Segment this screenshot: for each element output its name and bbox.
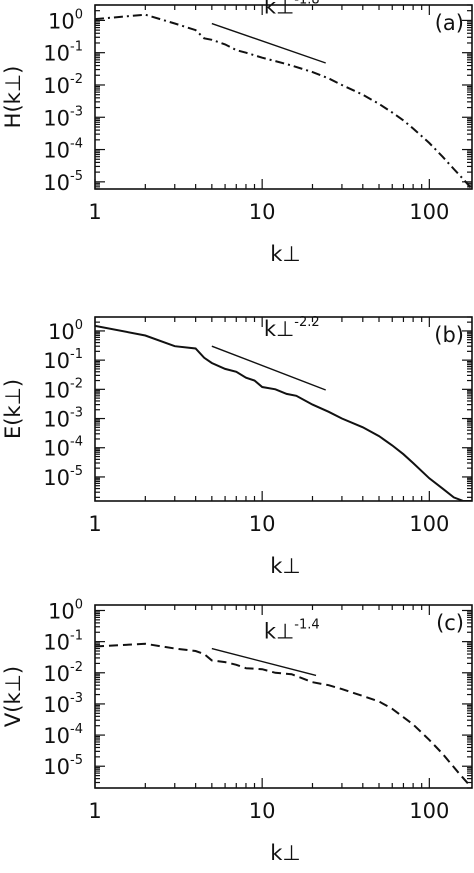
power-law-exponent: -1.8 [294, 0, 319, 8]
y-tick-label: 10-5 [43, 464, 83, 490]
panel-label: (a) [435, 11, 464, 35]
y-tick-exponent: 0 [75, 7, 83, 22]
y-tick-base: 10 [43, 139, 70, 163]
plot-frame [94, 316, 473, 502]
power-law-base: k⊥ [264, 0, 294, 19]
panel-label: (c) [436, 611, 464, 635]
panel-label: (b) [434, 323, 464, 347]
y-axis-label: V(k⊥) [1, 666, 25, 727]
y-tick-base: 10 [43, 466, 70, 490]
spectrum-curve [95, 642, 472, 788]
y-tick-exponent: -1 [70, 629, 83, 644]
power-law-reference-line [211, 345, 326, 391]
panel-b: 1 10 10010010-110-210-310-410-5k⊥E(k⊥)(b)k… [1, 315, 473, 578]
y-tick-exponent: -1 [70, 40, 83, 55]
spectrum-curve [95, 13, 472, 189]
y-tick-label: 100 [48, 7, 83, 33]
power-law-reference-line [211, 647, 317, 677]
x-tick-label: 10 [249, 512, 276, 536]
y-tick-label: 10-2 [43, 376, 83, 402]
y-tick-base: 10 [48, 320, 75, 344]
y-tick-base: 10 [43, 171, 70, 195]
power-law-exponent: -2.2 [294, 315, 319, 330]
y-tick-base: 10 [43, 631, 70, 655]
y-tick-label: 10-3 [43, 406, 83, 432]
y-tick-label: 100 [48, 318, 83, 344]
y-tick-label: 10-3 [43, 104, 83, 130]
y-tick-label: 10-4 [43, 722, 83, 748]
y-tick-base: 10 [43, 755, 70, 779]
y-axis-label: H(k⊥) [1, 66, 25, 129]
plot-frame [94, 604, 473, 789]
y-tick-label: 10-1 [43, 629, 83, 655]
y-tick-base: 10 [48, 9, 75, 33]
y-tick-exponent: -3 [70, 691, 83, 706]
y-tick-base: 10 [43, 106, 70, 130]
y-tick-label: 10-1 [43, 40, 83, 66]
power-law-reference-line [211, 22, 326, 64]
power-law-label: k⊥-1.8 [264, 0, 320, 19]
y-tick-label: 10-2 [43, 660, 83, 686]
y-tick-label: 100 [48, 597, 83, 623]
y-tick-base: 10 [43, 437, 70, 461]
x-tick-label: 1 [88, 200, 101, 224]
y-tick-base: 10 [43, 74, 70, 98]
y-tick-exponent: -5 [70, 464, 83, 479]
y-tick-exponent: -2 [70, 660, 83, 675]
x-tick-label: 1 [88, 799, 101, 823]
y-tick-base: 10 [43, 662, 70, 686]
y-tick-exponent: -3 [70, 406, 83, 421]
y-tick-base: 10 [43, 349, 70, 373]
y-tick-exponent: 0 [75, 318, 83, 333]
x-axis-label: k⊥ [270, 841, 300, 865]
y-tick-label: 10-4 [43, 435, 83, 461]
y-tick-exponent: -2 [70, 72, 83, 87]
y-tick-base: 10 [48, 599, 75, 623]
y-tick-exponent: -4 [70, 722, 83, 737]
x-tick-label: 100 [409, 799, 449, 823]
plot-frame [94, 4, 473, 190]
x-tick-label: 100 [409, 200, 449, 224]
x-tick-label: 100 [409, 512, 449, 536]
power-law-exponent: -1.4 [294, 618, 319, 633]
x-axis-label: k⊥ [270, 554, 300, 578]
y-tick-label: 10-5 [43, 753, 83, 779]
y-tick-exponent: -5 [70, 169, 83, 184]
y-tick-exponent: 0 [75, 597, 83, 612]
y-tick-base: 10 [43, 724, 70, 748]
x-tick-label: 10 [249, 200, 276, 224]
y-tick-label: 10-5 [43, 169, 83, 195]
y-tick-base: 10 [43, 42, 70, 66]
y-tick-base: 10 [43, 693, 70, 717]
power-law-label: k⊥-2.2 [264, 315, 320, 341]
y-tick-exponent: -3 [70, 104, 83, 119]
y-tick-label: 10-4 [43, 137, 83, 163]
y-tick-exponent: -1 [70, 347, 83, 362]
x-axis-label: k⊥ [270, 242, 300, 266]
y-tick-label: 10-3 [43, 691, 83, 717]
power-law-label: k⊥-1.4 [264, 618, 320, 644]
y-tick-exponent: -4 [70, 137, 83, 152]
power-law-base: k⊥ [264, 317, 294, 341]
x-tick-label: 10 [249, 799, 276, 823]
y-tick-base: 10 [43, 408, 70, 432]
panel-c: 1 10 10010010-110-210-310-410-5k⊥V(k⊥)(c)k… [1, 597, 473, 865]
power-law-base: k⊥ [264, 620, 294, 644]
spectrum-curve [95, 324, 472, 501]
y-tick-base: 10 [43, 378, 70, 402]
y-tick-exponent: -5 [70, 753, 83, 768]
y-tick-label: 10-1 [43, 347, 83, 373]
y-axis-label: E(k⊥) [1, 379, 25, 439]
y-tick-exponent: -4 [70, 435, 83, 450]
y-tick-label: 10-2 [43, 72, 83, 98]
panel-a: 1 10 10010010-110-210-310-410-5k⊥H(k⊥)(a)k… [1, 0, 473, 266]
y-tick-exponent: -2 [70, 376, 83, 391]
x-tick-label: 1 [88, 512, 101, 536]
